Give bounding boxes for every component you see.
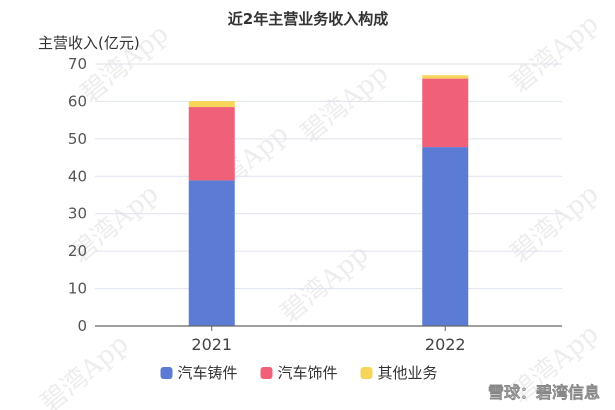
chart-title: 近2年主营业务收入构成 bbox=[228, 10, 388, 28]
y-tick-label: 10 bbox=[68, 280, 87, 298]
gridlines bbox=[95, 63, 562, 290]
bar-segment bbox=[188, 101, 235, 108]
y-tick-label: 60 bbox=[68, 92, 87, 110]
y-tick-label: 30 bbox=[68, 205, 87, 223]
legend: 汽车铸件 汽车饰件 其他业务 bbox=[160, 364, 438, 382]
x-tick-label: 2022 bbox=[425, 335, 466, 354]
legend-swatch bbox=[360, 367, 373, 379]
legend-swatch bbox=[260, 367, 273, 379]
legend-label: 汽车饰件 bbox=[278, 364, 338, 382]
y-tick-label: 50 bbox=[68, 130, 87, 148]
bar-segment bbox=[188, 107, 235, 181]
watermark-text: 碧湾App bbox=[295, 59, 394, 149]
y-tick-label: 40 bbox=[68, 167, 87, 185]
legend-item: 汽车饰件 bbox=[260, 364, 338, 382]
watermark-text: 碧湾App bbox=[505, 9, 604, 99]
x-axis-ticks: 2021 2022 bbox=[191, 326, 466, 354]
legend-label: 汽车铸件 bbox=[178, 364, 238, 382]
y-axis-label: 主营收入(亿元) bbox=[38, 34, 140, 52]
bars bbox=[188, 75, 469, 326]
legend-swatch bbox=[160, 367, 173, 379]
y-axis-ticks: 0 10 20 30 40 50 60 70 bbox=[68, 55, 87, 335]
watermark-text: 碧湾App bbox=[505, 179, 604, 269]
watermark-text: 碧湾App bbox=[275, 239, 374, 329]
bar-segment bbox=[422, 147, 469, 326]
x-tick-label: 2021 bbox=[191, 335, 232, 354]
legend-label: 其他业务 bbox=[378, 364, 438, 382]
y-tick-label: 70 bbox=[68, 55, 87, 73]
watermark-text: 碧湾App bbox=[35, 329, 134, 410]
bar-segment bbox=[422, 75, 469, 79]
y-tick-label: 0 bbox=[77, 317, 87, 335]
bar-segment bbox=[422, 78, 469, 148]
legend-item: 汽车铸件 bbox=[160, 364, 238, 382]
credit-text: 雪球：碧湾信息 bbox=[488, 383, 600, 402]
bar-segment bbox=[188, 180, 235, 326]
legend-item: 其他业务 bbox=[360, 364, 438, 382]
y-tick-label: 20 bbox=[68, 242, 87, 260]
